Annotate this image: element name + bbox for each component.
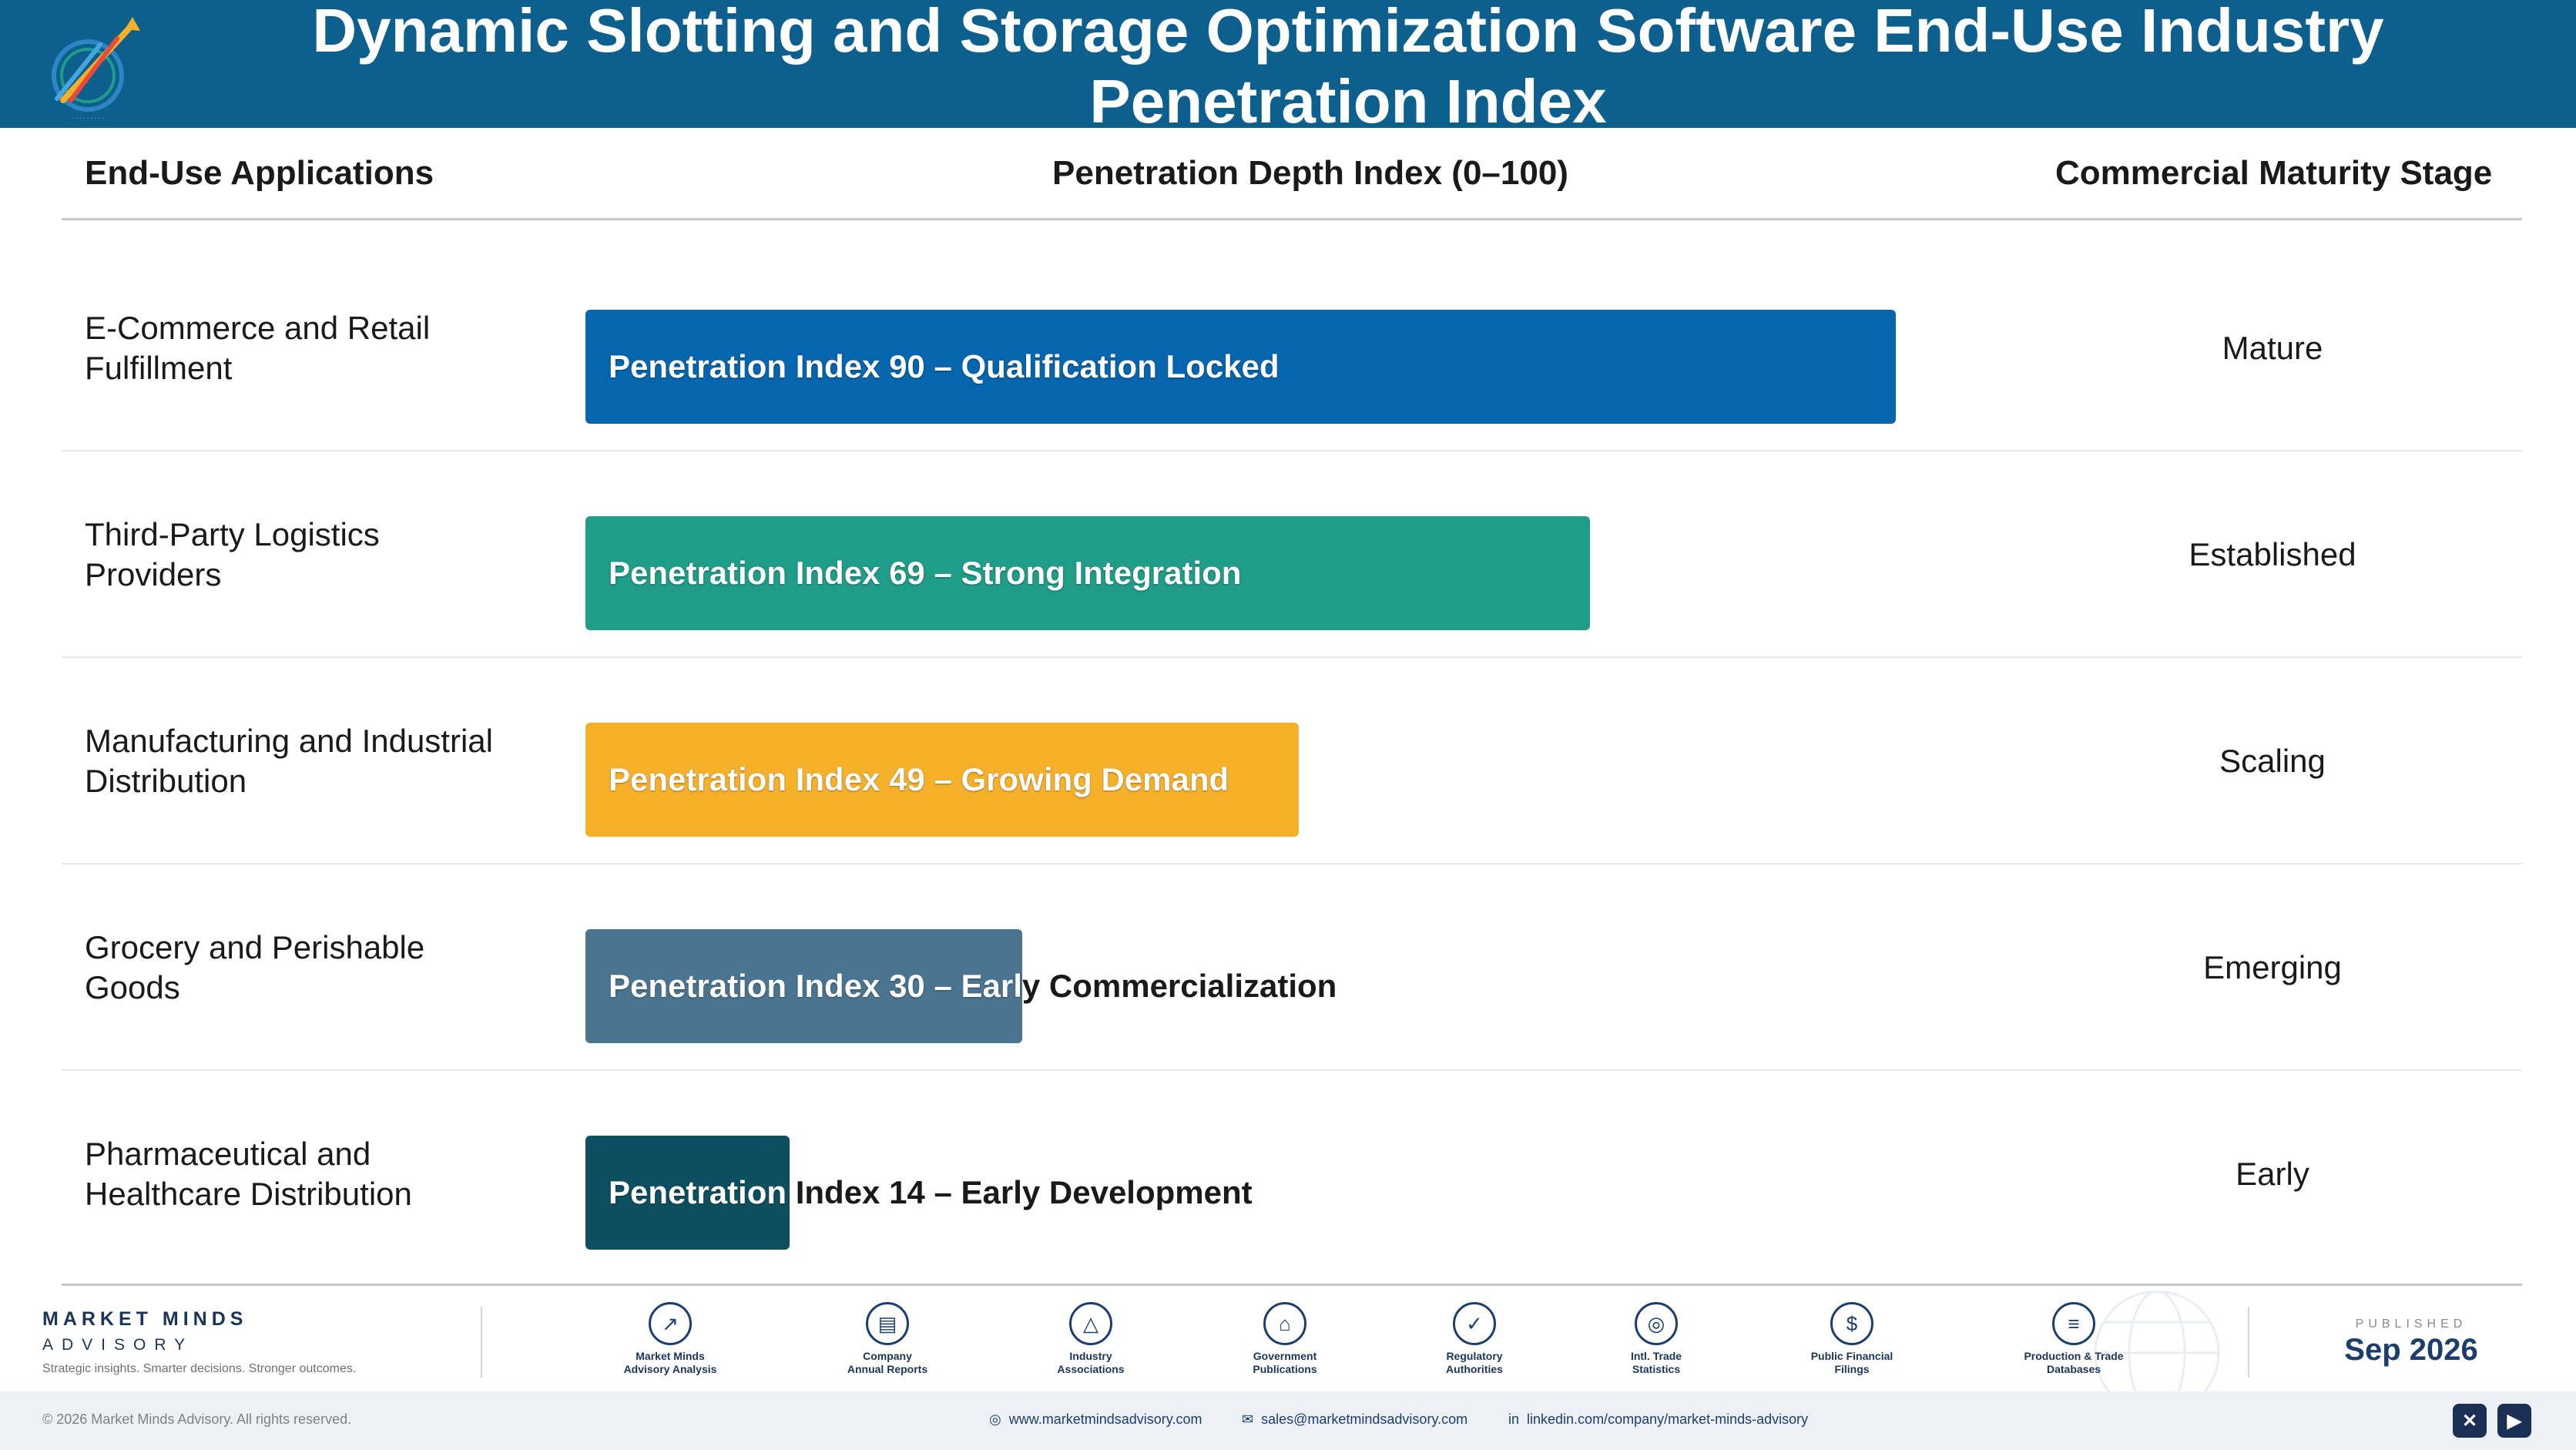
header-divider [62,218,2522,220]
published-date: Sep 2026 [2344,1333,2478,1367]
bar [585,1136,790,1250]
data-label-overlay: Penetration Index 14 – Early Development [585,1136,790,1250]
brand-tagline: Strategic insights. Smarter decisions. S… [42,1362,357,1375]
bar [585,723,1300,837]
database-icon: ≡ [2052,1302,2095,1345]
maturity-stage: Early [2236,1156,2309,1192]
chart-row: Pharmaceutical and Healthcare Distributi… [0,1071,2576,1277]
data-label-overlay: Penetration Index 49 – Growing Demand [585,723,1299,837]
network-icon: △ [1069,1302,1112,1345]
bar-track: Penetration Index 69 – Strong Integratio… [585,451,1972,658]
copyright-text: © 2026 Market Minds Advisory. All rights… [42,1411,352,1427]
table-bottom-divider [62,1284,2522,1286]
website-text[interactable]: www.marketmindsadvisory.com [1008,1411,1202,1427]
maturity-stage: Scaling [2219,743,2326,779]
data-label-on-bar: Penetration Index 30 – Early Commerciali… [609,968,1022,1004]
email-text[interactable]: sales@marketmindsadvisory.com [1261,1411,1468,1427]
source-item: △ Industry Associations [1014,1302,1168,1376]
email-link[interactable]: ✉ sales@marketmindsadvisory.com [1242,1411,1467,1428]
row-divider [62,450,2522,451]
website-link[interactable]: ◎ www.marketmindsadvisory.com [989,1411,1202,1428]
source-label: Market Minds Advisory Analysis [623,1350,717,1375]
chart-row: Grocery and Perishable Goods Penetration … [0,864,2576,1071]
page-title: Dynamic Slotting and Storage Optimizatio… [312,0,2384,136]
government-building-icon: ⌂ [1263,1302,1306,1345]
maturity-stage: Established [2189,536,2356,572]
category-label: Third-Party Logistics Providers [85,516,380,592]
bar-track: Penetration Index 49 – Growing Demand Pen… [585,658,1972,864]
data-label-on-bar: Penetration Index 90 – Qualification Loc… [609,348,1280,384]
data-label-overlay: Penetration Index 90 – Qualification Loc… [585,310,1896,424]
category-label: Grocery and Perishable Goods [85,929,425,1005]
globe-watermark-icon [2094,1291,2220,1391]
source-label: Government Publications [1253,1350,1317,1375]
document-icon: ▤ [866,1302,909,1345]
data-label: Penetration Index 30 – Early Commerciali… [609,968,1337,1004]
data-label-on-bar: Penetration Index 49 – Growing Demand [609,761,1229,797]
data-label: Penetration Index 49 – Growing Demand [609,761,1229,797]
chart-row: E-Commerce and Retail Fulfillment Penetra… [0,245,2576,451]
source-label: Industry Associations [1057,1350,1125,1375]
bar [585,516,1591,630]
bar [585,929,1022,1043]
column-header-applications: End-Use Applications [85,154,434,192]
trend-chart-icon: ↗ [649,1302,692,1345]
maturity-stage: Emerging [2203,949,2342,985]
linkedin-icon: in [1508,1411,1520,1427]
market-minds-logo-icon: · · · · · · · · · [52,17,140,122]
linkedin-text[interactable]: linkedin.com/company/market-minds-adviso… [1527,1411,1809,1427]
brand-name: MARKET MINDS [42,1308,248,1330]
column-header-index: Penetration Depth Index (0–100) [1052,154,1568,192]
row-divider [62,1069,2522,1071]
brand-subtitle: ADVISORY [42,1336,194,1354]
source-item: ↗ Market Minds Advisory Analysis [593,1302,747,1376]
data-label: Penetration Index 90 – Qualification Loc… [609,348,1280,384]
footer: MARKET MINDS ADVISORY Strategic insights… [0,1291,2576,1391]
column-header-stage: Commercial Maturity Stage [2055,154,2493,192]
source-item: ✓ Regulatory Authorities [1397,1302,1551,1376]
category-label: E-Commerce and Retail Fulfillment [85,310,431,386]
data-label-on-bar: Penetration Index 14 – Early Development [609,1174,790,1210]
row-divider [62,863,2522,864]
mail-icon: ✉ [1242,1411,1254,1427]
category-label: Manufacturing and Industrial Distributio… [85,723,493,799]
source-label: Company Annual Reports [847,1350,928,1375]
category-label: Pharmaceutical and Healthcare Distributi… [85,1136,412,1212]
source-item: ◎ Intl. Trade Statistics [1579,1302,1733,1376]
chart-row: Manufacturing and Industrial Distributio… [0,658,2576,864]
footer-divider [2248,1307,2249,1378]
x-twitter-icon[interactable]: ✕ [2453,1404,2487,1438]
svg-text:· · · · · · · · ·: · · · · · · · · · [72,115,104,122]
data-label: Penetration Index 69 – Strong Integratio… [609,555,1242,591]
sub-footer: © 2026 Market Minds Advisory. All rights… [0,1391,2576,1450]
header-banner: · · · · · · · · · Dynamic Slotting and S… [0,0,2576,136]
row-divider [62,656,2522,658]
data-label: Penetration Index 14 – Early Development [609,1174,1253,1210]
globe-icon: ◎ [989,1411,1001,1427]
bar [585,310,1896,424]
youtube-icon[interactable]: ▶ [2497,1404,2531,1438]
dollar-coin-icon: $ [1830,1302,1873,1345]
linkedin-link[interactable]: in linkedin.com/company/market-minds-adv… [1508,1411,1808,1428]
data-label-overlay: Penetration Index 30 – Early Commerciali… [585,929,1022,1043]
bar-track: Penetration Index 30 – Early Commerciali… [585,864,1972,1071]
published-label: PUBLISHED [2355,1317,2467,1331]
bar-track: Penetration Index 90 – Qualification Loc… [585,245,1972,451]
shield-check-icon: ✓ [1453,1302,1496,1345]
source-item: ▤ Company Annual Reports [810,1302,964,1376]
source-item: ≡ Production & Trade Databases [1997,1302,2151,1376]
source-label: Intl. Trade Statistics [1630,1350,1682,1375]
source-label: Public Financial Filings [1810,1350,1893,1375]
globe-icon: ◎ [1635,1302,1678,1345]
data-label-overlay: Penetration Index 69 – Strong Integratio… [585,516,1590,630]
source-label: Production & Trade Databases [2024,1350,2124,1375]
source-item: $ Public Financial Filings [1775,1302,1929,1376]
data-label-on-bar: Penetration Index 69 – Strong Integratio… [609,555,1242,591]
maturity-stage: Mature [2222,330,2323,366]
footer-divider [481,1307,482,1378]
source-label: Regulatory Authorities [1446,1350,1503,1375]
bar-track: Penetration Index 14 – Early Development… [585,1071,1972,1277]
source-item: ⌂ Government Publications [1208,1302,1362,1376]
chart-row: Third-Party Logistics Providers Penetrati… [0,451,2576,658]
